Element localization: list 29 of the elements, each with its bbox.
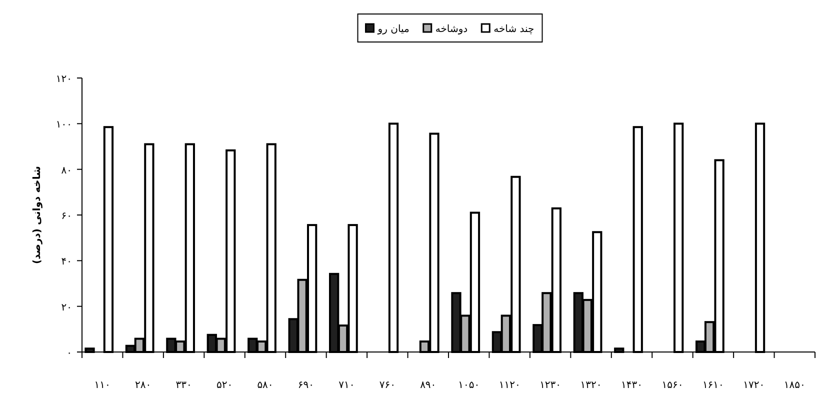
x-tick-label: ۷۶۰ — [379, 380, 396, 391]
x-tick-label: ۱۸۵۰ — [784, 380, 806, 391]
x-tick-label: ۱۶۱۰ — [702, 380, 724, 391]
x-tick-label: ۵۲۰ — [216, 380, 233, 391]
legend-label: دوشاخه — [435, 24, 468, 35]
y-tick-label: ۲۰ — [61, 302, 72, 314]
y-tick-label: ۸۰ — [61, 165, 72, 176]
y-tick-label: ۱۰۰ — [56, 120, 72, 131]
x-tick-label: ۸۹۰ — [420, 380, 436, 391]
y-axis-title: شاخه دوانی (درصد) — [32, 166, 43, 264]
x-tick-label: ۱۱۰ — [94, 380, 110, 391]
x-tick-label: ۶۹۰ — [298, 380, 314, 391]
x-tick-label: ۱۲۳۰ — [540, 380, 562, 391]
x-tick-label: ۱۷۲۰ — [743, 380, 765, 391]
y-tick-label: ۴۰ — [61, 256, 72, 268]
y-tick-label: ۱۲۰ — [56, 74, 72, 85]
x-tick-label: ۱۱۲۰ — [498, 380, 520, 391]
x-tick-label: ۱۳۲۰ — [580, 380, 602, 391]
legend-label: میان رو — [376, 24, 410, 35]
x-tick-label: ۳۳۰ — [176, 380, 192, 391]
x-tick-label: ۱۴۳۰ — [621, 380, 642, 391]
x-tick-label: ۲۸۰ — [135, 380, 152, 391]
x-tick-label: ۵۸۰ — [257, 380, 274, 391]
legend-label: چند شاخه — [494, 24, 534, 35]
y-tick-label: ۶۰ — [61, 211, 72, 222]
y-tick-label: ۰ — [66, 348, 72, 359]
x-tick-label: ۷۱۰ — [338, 380, 355, 391]
x-tick-label: ۱۰۵۰ — [458, 380, 480, 391]
x-tick-label: ۱۵۶۰ — [662, 380, 684, 391]
